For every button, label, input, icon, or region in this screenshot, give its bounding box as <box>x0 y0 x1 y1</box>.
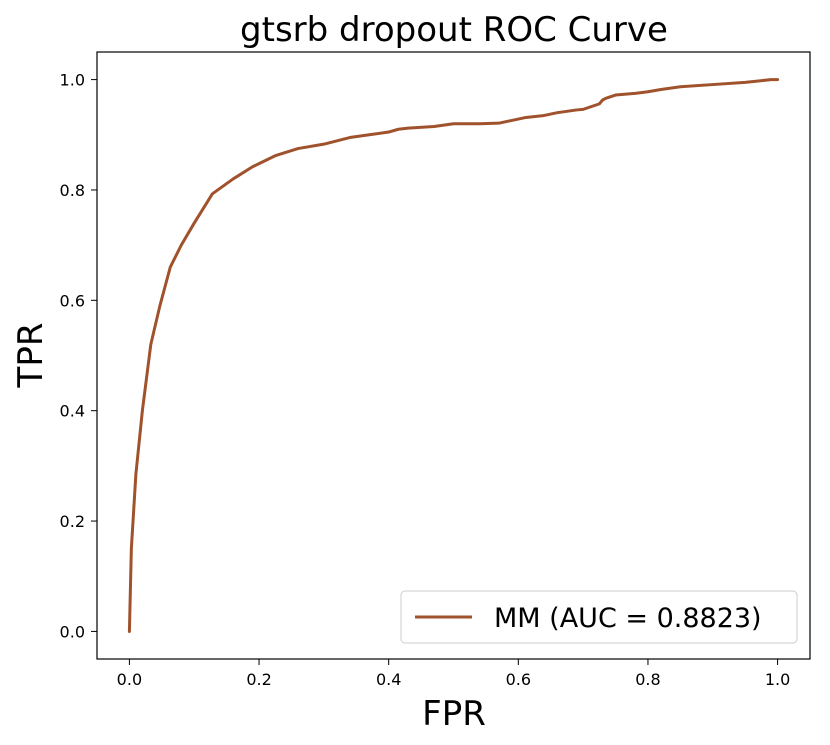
roc-curve-line <box>127 78 780 633</box>
y-tick-label: 0.6 <box>60 291 85 310</box>
chart-title: gtsrb dropout ROC Curve <box>240 10 668 50</box>
y-tick-label: 1.0 <box>60 71 85 90</box>
x-axis: 0.0 0.2 0.4 0.6 0.8 1.0 <box>117 659 790 689</box>
y-tick-label: 0.0 <box>60 622 85 641</box>
x-tick-label: 0.8 <box>635 670 660 689</box>
x-tick-label: 0.6 <box>506 670 531 689</box>
legend-frame <box>400 590 798 644</box>
y-axis-label: TPR <box>11 323 51 389</box>
legend-label: MM (AUC = 0.8823) <box>494 603 762 634</box>
y-axis: 0.0 0.2 0.4 0.6 0.8 1.0 <box>60 71 97 641</box>
legend: MM (AUC = 0.8823) <box>400 590 798 644</box>
y-tick-label: 0.8 <box>60 181 85 200</box>
x-tick-label: 0.4 <box>376 670 401 689</box>
x-axis-label: FPR <box>422 694 486 734</box>
plot-area: 0.0 0.2 0.4 0.6 0.8 1.0 0.0 0.2 0.4 0.6 0.8 1.0 <box>60 51 811 689</box>
x-tick-label: 1.0 <box>765 670 790 689</box>
y-tick-label: 0.2 <box>60 512 85 531</box>
x-tick-label: 0.2 <box>246 670 271 689</box>
y-tick-label: 0.4 <box>60 402 85 421</box>
plot-frame <box>96 51 811 660</box>
x-tick-label: 0.0 <box>117 670 142 689</box>
